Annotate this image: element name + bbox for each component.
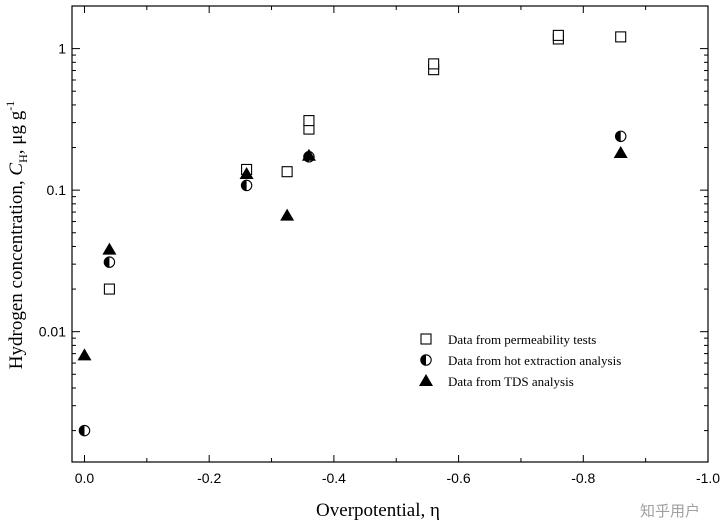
x-axis-title: Overpotential, η bbox=[316, 500, 440, 521]
data-point bbox=[552, 29, 564, 41]
series-3 bbox=[77, 145, 628, 361]
x-tick-label: -0.8 bbox=[571, 470, 595, 486]
x-axis-ticks: 0.0 -0.2 -0.4 -0.6 -0.8 -1.0 bbox=[75, 6, 720, 486]
x-tick-label: -0.2 bbox=[197, 470, 221, 486]
legend-label: Data from hot extraction analysis bbox=[448, 353, 621, 368]
x-tick-label: -1.0 bbox=[696, 470, 720, 486]
x-tick-label: 0.0 bbox=[75, 470, 95, 486]
plot-frame bbox=[71, 5, 709, 463]
series-1 bbox=[103, 29, 627, 295]
y-tick-label: 0.01 bbox=[39, 324, 66, 340]
legend-label: Data from permeability tests bbox=[448, 332, 596, 347]
marker-fill bbox=[104, 256, 110, 268]
data-point bbox=[77, 348, 92, 361]
data-point bbox=[78, 424, 91, 437]
data-point bbox=[281, 166, 293, 178]
legend-label: Data from TDS analysis bbox=[448, 374, 574, 389]
data-point bbox=[239, 167, 254, 180]
data-point bbox=[103, 256, 116, 268]
y-axis-title: Hydrogen concentration, CH, μg g-1 bbox=[3, 101, 30, 369]
marker-fill bbox=[615, 131, 621, 142]
data-point bbox=[303, 115, 315, 127]
x-tick-label: -0.4 bbox=[322, 470, 346, 486]
y-axis-ticks: 0.01 0.1 1 bbox=[39, 5, 708, 432]
data-point bbox=[103, 283, 115, 295]
marker-fill bbox=[420, 354, 426, 366]
data-point bbox=[280, 208, 295, 221]
y-tick-label: 1 bbox=[58, 41, 66, 57]
data-point bbox=[615, 31, 627, 43]
data-point bbox=[102, 242, 117, 255]
marker-fill bbox=[79, 425, 85, 436]
series-2 bbox=[78, 130, 627, 437]
data-point bbox=[614, 130, 627, 143]
legend-marker bbox=[420, 333, 432, 345]
legend-marker bbox=[420, 354, 432, 366]
legend-marker bbox=[419, 374, 433, 386]
data-point bbox=[240, 179, 253, 192]
x-tick-label: -0.6 bbox=[447, 470, 471, 486]
plot-axes bbox=[71, 5, 709, 463]
data-marks bbox=[77, 29, 628, 437]
data-point bbox=[613, 145, 628, 158]
y-tick-label: 0.1 bbox=[47, 182, 67, 198]
legend: Data from permeability tests Data from ho… bbox=[419, 332, 621, 389]
data-point bbox=[301, 148, 316, 161]
data-point bbox=[428, 58, 440, 70]
marker-fill bbox=[241, 180, 247, 191]
watermark: 知乎用户 bbox=[640, 502, 700, 520]
